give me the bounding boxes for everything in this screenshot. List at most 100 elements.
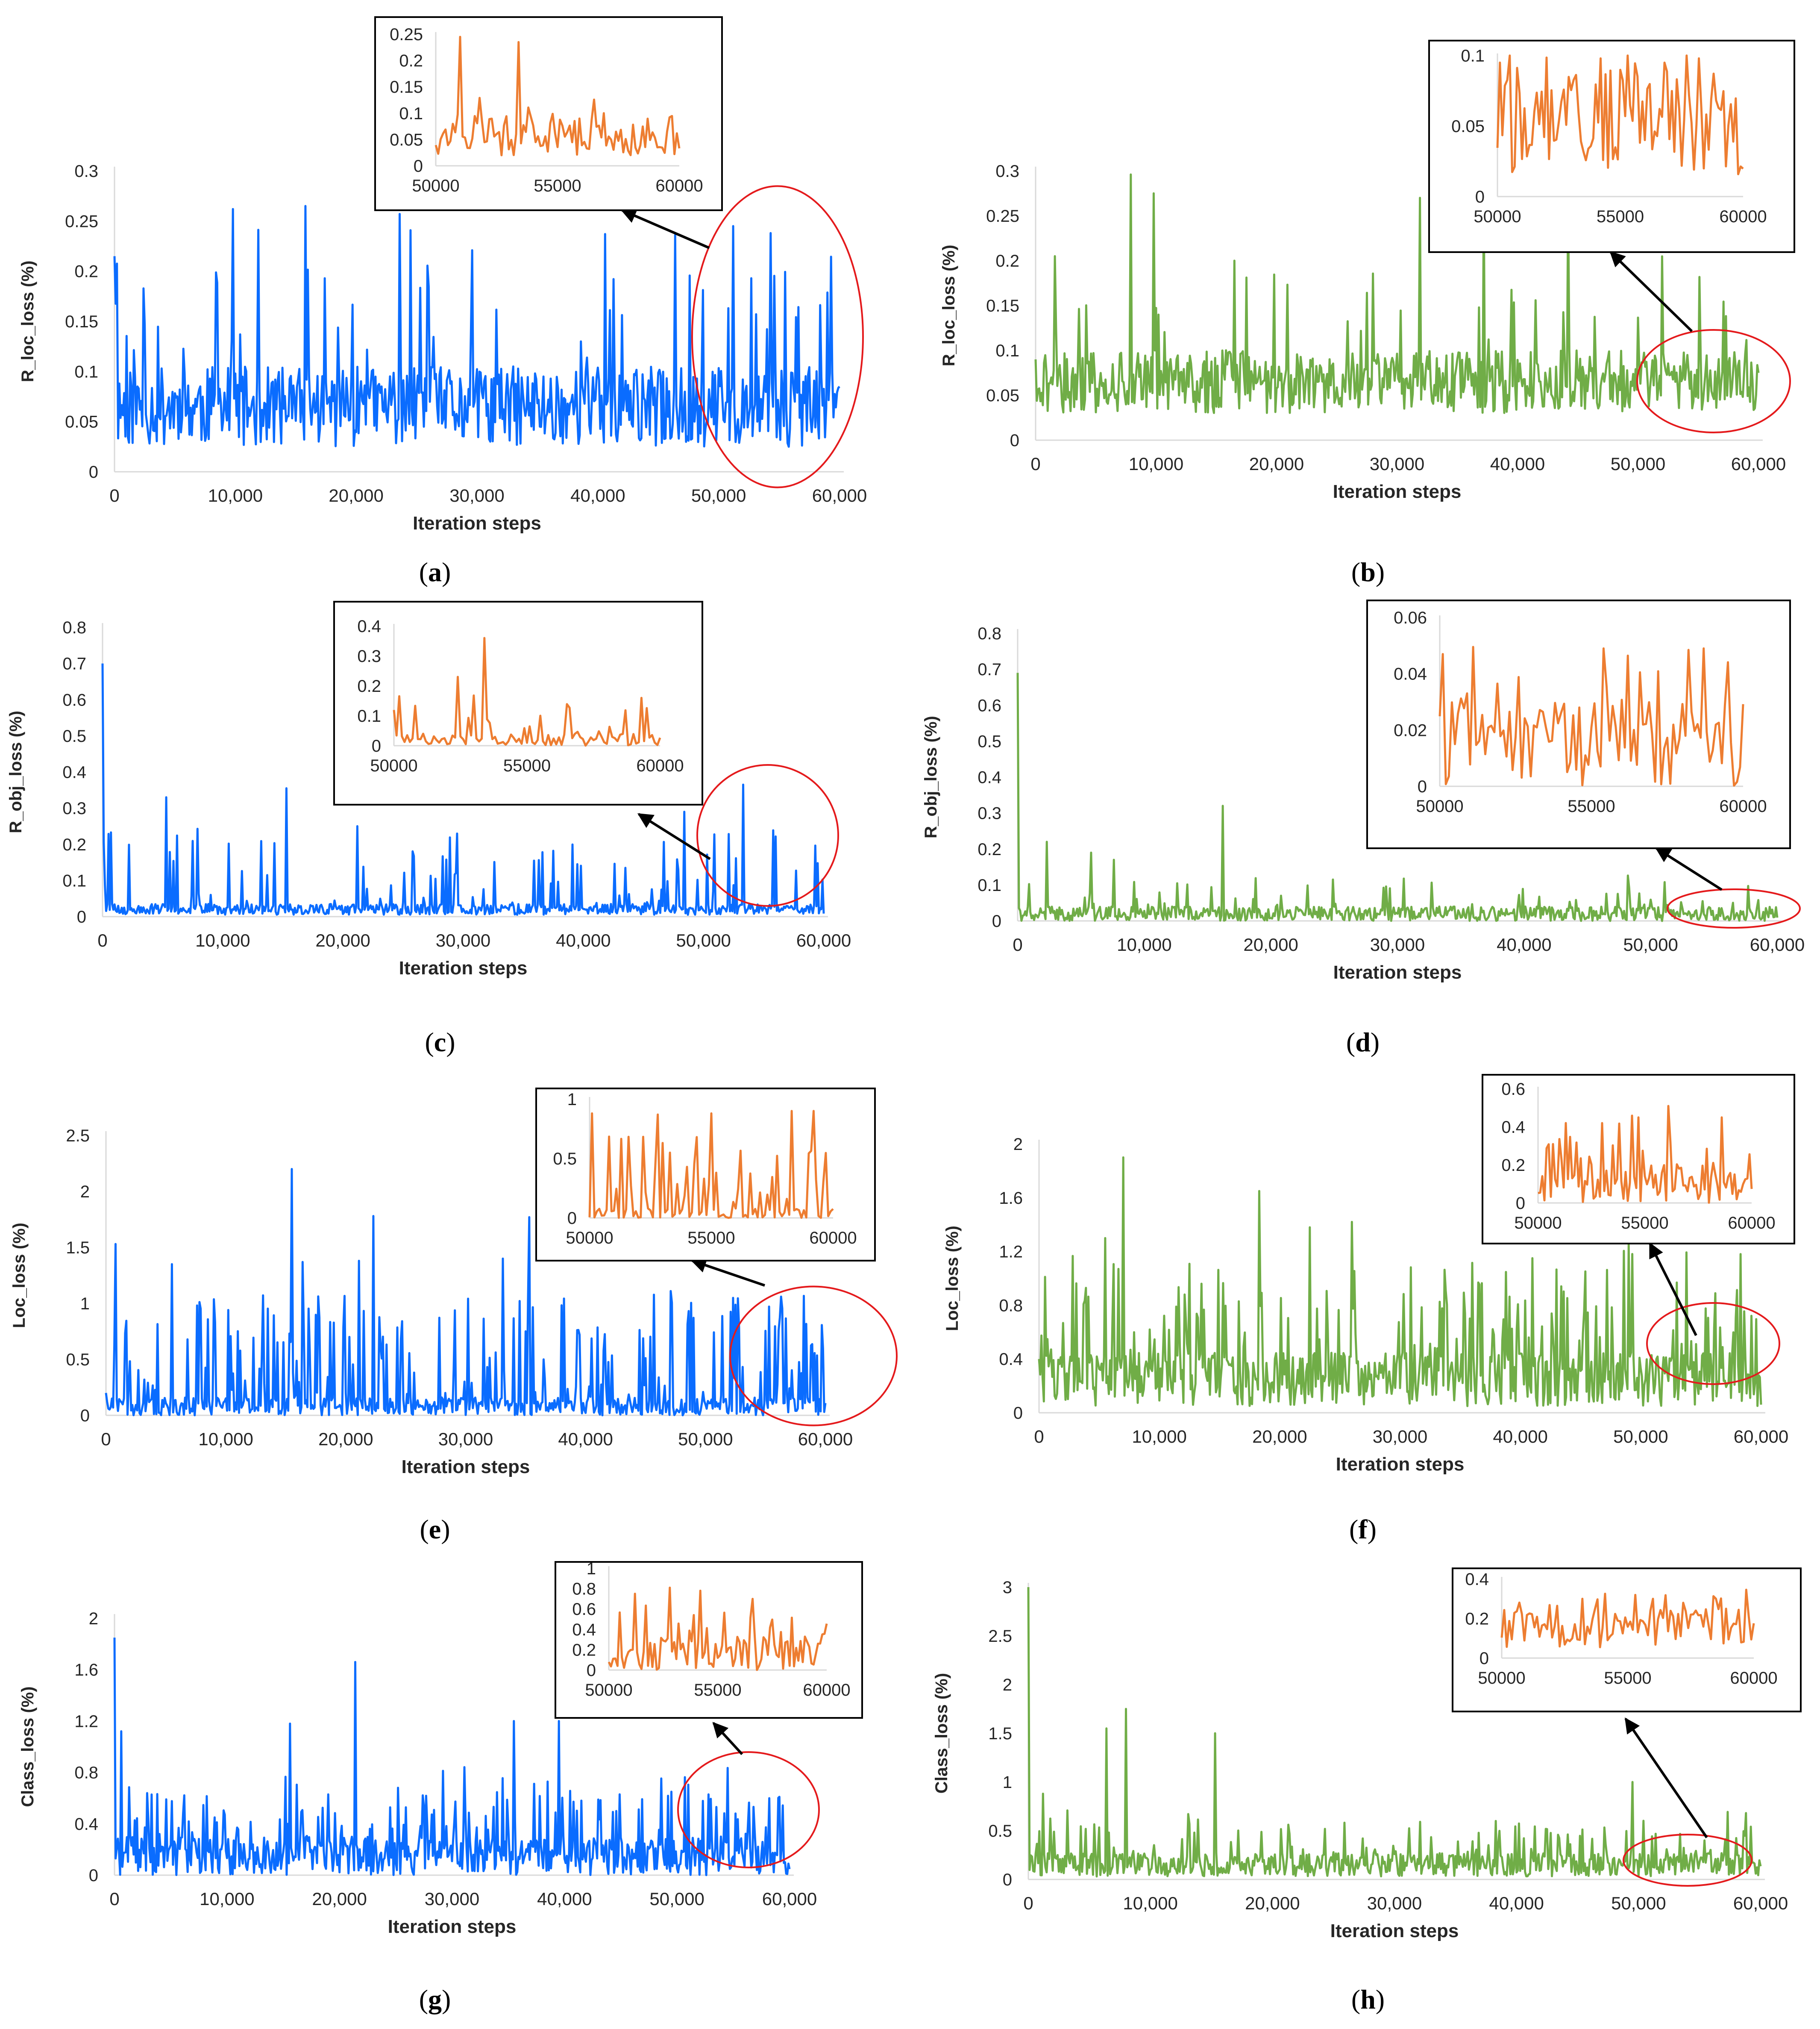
inset-x-tick-label: 55000 (503, 756, 551, 775)
series-line-R_loc_loss (1034, 173, 1760, 414)
x-tick-label: 0 (1030, 454, 1040, 474)
y-tick-label: 0 (77, 908, 86, 926)
x-tick-label: 30,000 (1373, 1426, 1427, 1447)
zoom-highlight-ellipse (696, 764, 839, 907)
y-tick-label: 0.2 (978, 840, 1001, 859)
y-tick-label: 0.2 (62, 835, 86, 854)
y-tick-label: 1.2 (999, 1243, 1023, 1262)
inset-y-tick-label: 0.4 (357, 617, 381, 636)
inset-y-tick-label: 0.4 (572, 1620, 596, 1639)
y-tick-label: 0.2 (74, 262, 98, 281)
x-tick-label: 50,000 (691, 485, 746, 506)
inset-x-tick-label: 60000 (803, 1681, 850, 1700)
x-tick-label: 20,000 (315, 930, 370, 950)
panel-letter: c (434, 1027, 446, 1057)
inset-x-tick-label: 50000 (1416, 797, 1463, 816)
inset-x-tick-label: 55000 (1597, 207, 1644, 226)
y-axis-label: R_obj_loss (%) (922, 716, 940, 838)
inset-y-tick-label: 0 (372, 737, 381, 756)
series-line-R_obj_loss (1016, 673, 1779, 922)
x-tick-label: 30,000 (425, 1889, 479, 1909)
x-tick-label: 10,000 (198, 1429, 253, 1449)
inset-frame (1452, 1567, 1802, 1712)
y-tick-label: 1 (1003, 1773, 1012, 1792)
x-tick-label: 20,000 (1243, 935, 1298, 955)
chart-h: 0 0.5 1 1.5 2 2.5 3 0 10,000 20,000 30,000 40,000 50… (932, 1567, 1802, 2014)
inset-x-tick-label: 55000 (687, 1229, 735, 1247)
y-tick-label: 0.25 (65, 212, 98, 231)
chart-c: 0 0.1 0.2 0.3 0.4 0.5 0.6 0.7 0.8 0 10,000 20,000 30… (6, 601, 851, 1057)
x-tick-label: 10,000 (208, 485, 263, 506)
inset-series-line (1500, 1588, 1755, 1648)
x-tick-label: 60,000 (1734, 1426, 1788, 1447)
y-tick-label: 0.4 (74, 1815, 98, 1834)
x-tick-label: 30,000 (449, 485, 504, 506)
zoom-arrow (637, 813, 711, 860)
inset-x-tick-label: 60000 (1730, 1669, 1777, 1688)
x-tick-label: 10,000 (1117, 935, 1171, 955)
zoom-arrow (1624, 1717, 1708, 1838)
y-tick-label: 0 (1010, 431, 1019, 450)
inset-y-tick-label: 0.05 (390, 130, 423, 149)
inset-y-tick-label: 0.1 (357, 707, 381, 726)
inset-series-line (1496, 54, 1744, 176)
inset-y-tick-label: 0.6 (1501, 1080, 1525, 1099)
y-tick-label: 0.5 (62, 727, 86, 746)
inset-y-tick-label: 0.5 (553, 1150, 577, 1168)
inset-y-tick-label: 1 (587, 1559, 596, 1578)
x-tick-label: 30,000 (1370, 935, 1425, 955)
x-tick-label: 30,000 (438, 1429, 493, 1449)
x-tick-label: 40,000 (1493, 1426, 1547, 1447)
y-tick-label: 0.7 (978, 660, 1001, 679)
x-tick-label: 10,000 (195, 930, 250, 950)
x-tick-label: 20,000 (318, 1429, 373, 1449)
chart-a: 0 0.05 0.1 0.15 0.2 0.25 0.3 0 10,000 20,000 30,00… (18, 16, 867, 587)
y-tick-label: 0.3 (978, 804, 1001, 823)
x-tick-label: 40,000 (558, 1429, 613, 1449)
y-axis-label: R_loc_loss (%) (939, 245, 958, 367)
y-tick-label: 2 (80, 1182, 90, 1201)
x-tick-label: 40,000 (1489, 1893, 1544, 1913)
x-axis-label: Iteration steps (399, 958, 528, 979)
zoom-highlight-ellipse (677, 1751, 820, 1868)
x-tick-label: 60,000 (1733, 1893, 1788, 1913)
y-tick-label: 0.3 (995, 162, 1019, 181)
y-tick-label: 0.8 (978, 624, 1001, 643)
y-tick-label: 0.15 (986, 297, 1019, 315)
y-tick-label: 0.6 (62, 691, 86, 709)
x-tick-label: 0 (101, 1429, 111, 1449)
y-tick-label: 2 (1013, 1135, 1023, 1154)
panel-letter: b (1360, 557, 1376, 587)
y-tick-label: 2.5 (988, 1627, 1012, 1646)
x-axis-label: Iteration steps (402, 1456, 530, 1477)
x-axis-label: Iteration steps (1333, 962, 1462, 983)
inset-x-tick-label: 50000 (412, 176, 459, 195)
inset-x-tick-label: 50000 (1474, 207, 1521, 226)
panel-caption: (c) (425, 1027, 455, 1057)
y-tick-label: 2.5 (66, 1126, 90, 1145)
x-axis-label: Iteration steps (388, 1916, 517, 1937)
zoom-highlight-ellipse (1636, 329, 1791, 433)
y-tick-label: 0.5 (978, 732, 1001, 751)
y-tick-label: 0 (1013, 1404, 1023, 1423)
x-tick-label: 20,000 (1249, 454, 1304, 474)
x-axis-label: Iteration steps (1336, 1454, 1465, 1475)
zoom-arrow (712, 1722, 743, 1756)
inset-series-line (1538, 1105, 1753, 1204)
inset-x-tick-label: 60000 (636, 756, 684, 775)
inset-x-tick-label: 50000 (1514, 1214, 1562, 1232)
inset-y-tick-label: 0 (1479, 1649, 1489, 1668)
x-tick-label: 60,000 (762, 1889, 817, 1909)
x-tick-label: 40,000 (537, 1889, 592, 1909)
x-tick-label: 60,000 (798, 1429, 853, 1449)
inset-chart: 0 0.02 0.04 0.06 50000 55000 60000 (1366, 600, 1791, 849)
inset-y-tick-label: 0.06 (1394, 609, 1427, 627)
inset-y-tick-label: 0.2 (1465, 1610, 1489, 1629)
x-tick-label: 30,000 (1367, 1893, 1422, 1913)
inset-y-tick-label: 0.2 (572, 1641, 596, 1659)
y-tick-label: 1.2 (74, 1712, 98, 1731)
y-tick-label: 0.5 (988, 1822, 1012, 1841)
x-tick-label: 10,000 (1129, 454, 1183, 474)
inset-chart: 0 0.1 0.2 0.3 0.4 50000 55000 60000 (333, 601, 703, 806)
y-axis-label: Class_loss (%) (18, 1686, 37, 1807)
